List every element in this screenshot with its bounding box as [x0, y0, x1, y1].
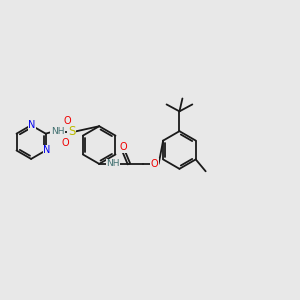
Text: S: S — [68, 125, 75, 138]
Text: O: O — [119, 142, 127, 152]
Text: NH: NH — [51, 127, 64, 136]
Text: NH: NH — [106, 159, 120, 168]
Text: N: N — [28, 120, 36, 130]
Text: O: O — [151, 159, 158, 169]
Text: O: O — [62, 138, 69, 148]
Text: O: O — [64, 116, 71, 126]
Text: N: N — [43, 146, 50, 155]
